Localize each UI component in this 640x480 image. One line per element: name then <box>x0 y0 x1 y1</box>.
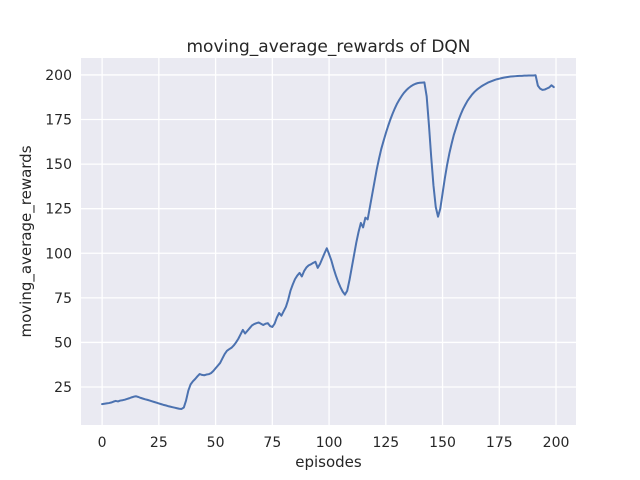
y-tick-label: 150 <box>45 157 72 173</box>
chart-title: moving_average_rewards of DQN <box>186 37 470 57</box>
y-tick-label: 100 <box>45 246 72 262</box>
x-tick-label: 125 <box>372 435 399 451</box>
y-tick-label: 175 <box>45 113 72 129</box>
y-tick-label: 25 <box>54 380 72 396</box>
gridlines <box>81 58 576 425</box>
x-tick-label: 25 <box>150 435 168 451</box>
x-tick-label: 200 <box>543 435 570 451</box>
dqn-moving-average-line <box>101 74 555 410</box>
x-tick-label: 150 <box>429 435 456 451</box>
y-axis-tick-labels: 25 50 75 100 125 150 175 200 <box>45 68 72 396</box>
y-tick-label: 125 <box>45 202 72 218</box>
x-tick-label: 100 <box>316 435 343 451</box>
x-tick-label: 175 <box>486 435 513 451</box>
y-tick-label: 75 <box>54 291 72 307</box>
x-tick-label: 0 <box>98 435 107 451</box>
x-axis-label: episodes <box>295 453 362 471</box>
x-tick-label: 75 <box>263 435 281 451</box>
y-tick-label: 200 <box>45 68 72 84</box>
x-axis-tick-labels: 0 25 50 75 100 125 150 175 200 <box>98 435 570 451</box>
y-axis-label: moving_average_rewards <box>17 145 36 337</box>
y-tick-label: 50 <box>54 335 72 351</box>
x-tick-label: 50 <box>207 435 225 451</box>
